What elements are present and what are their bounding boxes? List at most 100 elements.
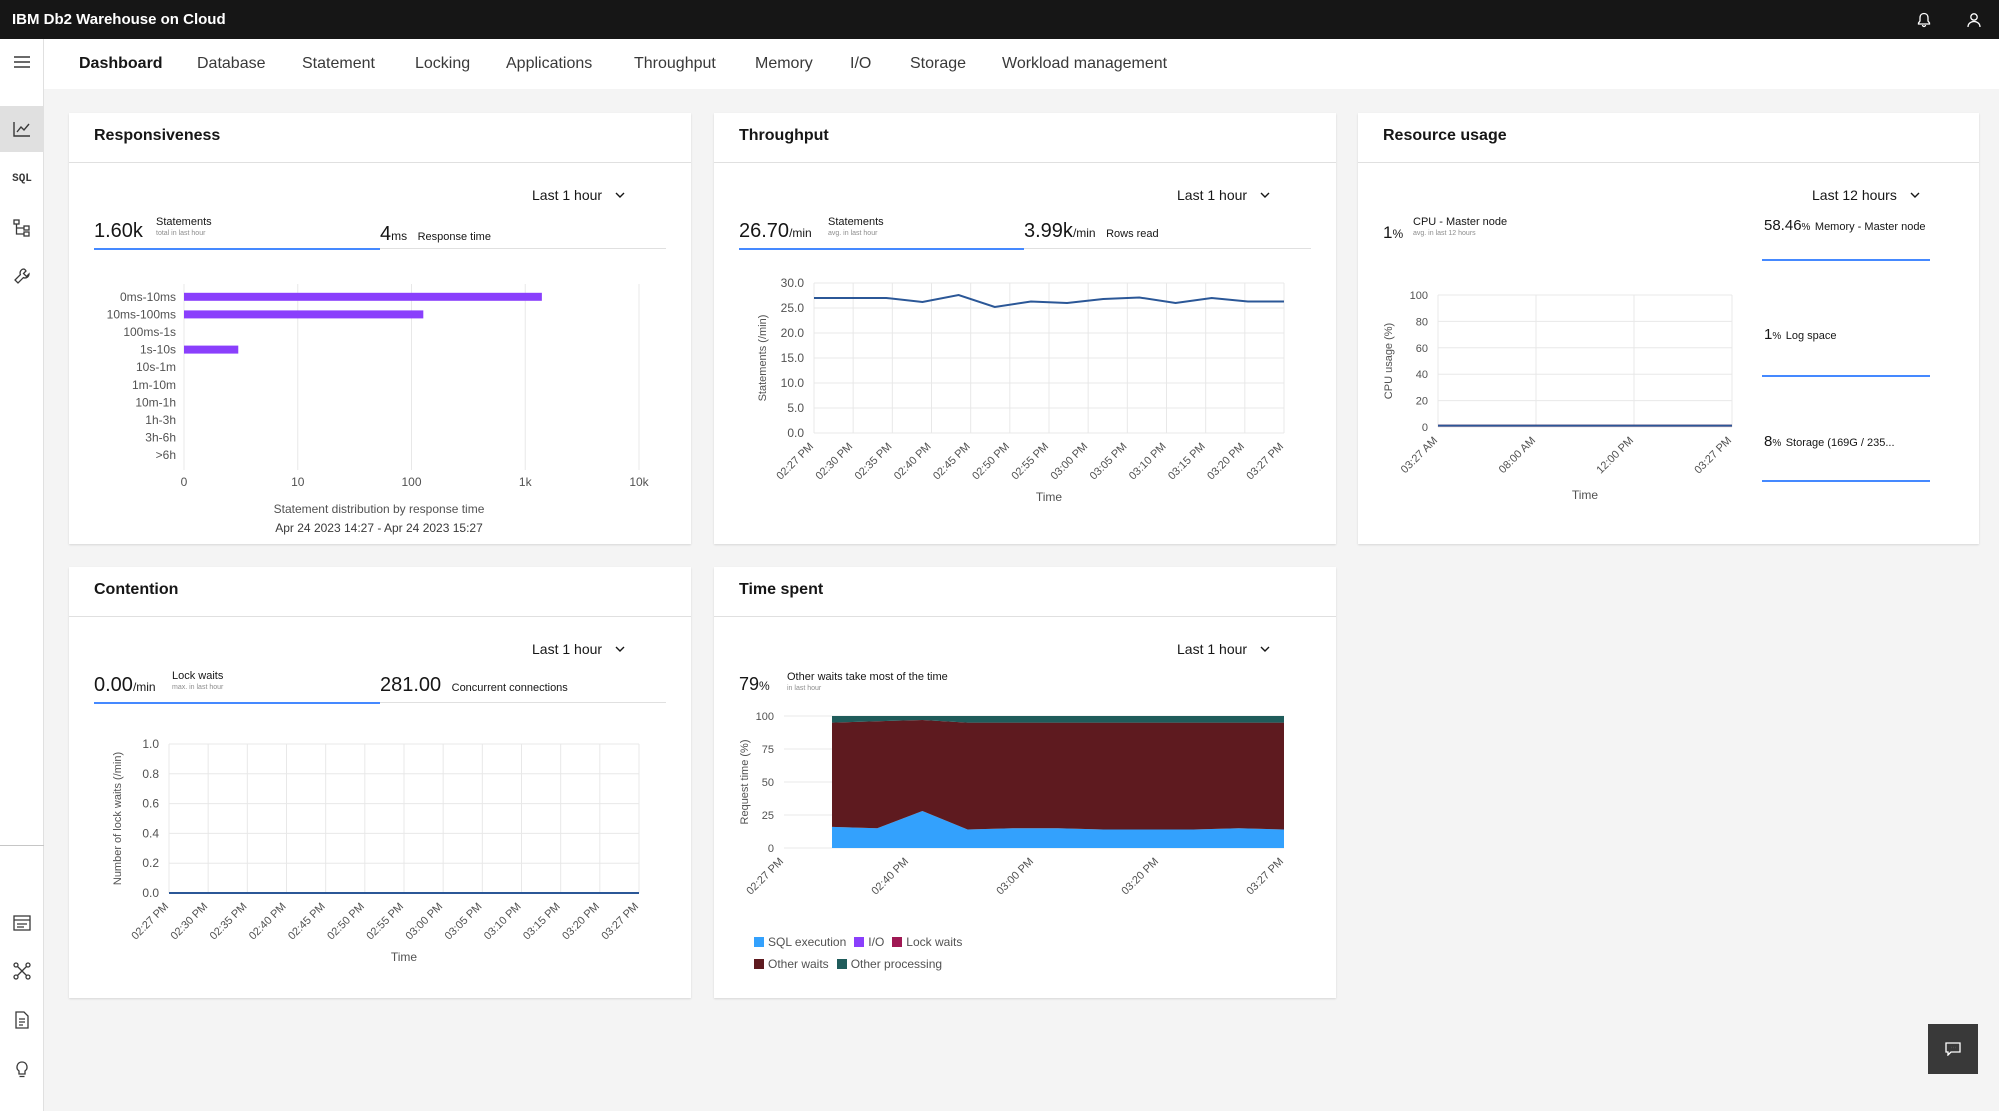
storage-bar <box>1762 480 1930 482</box>
bar <box>184 310 424 319</box>
legend-swatch <box>854 937 865 947</box>
tab-io[interactable]: I/O <box>850 55 872 72</box>
response-distribution-chart: 0 10 100 1k 10k 0ms-10ms 10ms-100ms 100ms-1s 1s-… <box>107 284 650 535</box>
time-spent-card: Time spent Last 1 hour 79% Other waits t… <box>714 567 1336 998</box>
y-tick-label: 0.0 <box>142 886 159 900</box>
y-tick-label: 5.0 <box>787 401 804 415</box>
lock-waits-label: Lock waits max. in last hour <box>172 670 224 692</box>
chart-icon[interactable] <box>0 106 44 152</box>
tab-dashboard[interactable]: Dashboard <box>79 55 163 72</box>
tab-applications[interactable]: Applications <box>506 55 593 72</box>
legend-item[interactable]: Other processing <box>836 957 943 971</box>
cpu-metric: 1% <box>1383 223 1404 242</box>
responsiveness-card: Responsiveness Last 1 hour 1.60k Stateme… <box>69 113 691 544</box>
legend-item[interactable]: Lock waits <box>892 935 962 949</box>
console-icon[interactable] <box>0 900 44 946</box>
x-tick-label: 03:20 PM <box>560 901 602 943</box>
x-tick-label: 03:27 PM <box>599 901 641 943</box>
time-range-select[interactable]: Last 12 hours <box>1812 187 1921 203</box>
legend-label: Other processing <box>850 957 943 971</box>
legend-swatch <box>754 937 764 947</box>
response-time-metric: 4ms Response time <box>380 223 491 245</box>
metric-underline <box>739 248 1024 250</box>
legend-label: SQL execution <box>768 935 847 949</box>
tab-statement[interactable]: Statement <box>302 55 375 72</box>
x-tick-label: 0 <box>181 475 188 489</box>
legend-item[interactable]: Other waits <box>754 957 829 971</box>
legend-label: Lock waits <box>906 935 963 949</box>
tab-memory[interactable]: Memory <box>755 55 813 72</box>
concurrent-connections-metric: 281.00 Concurrent connections <box>380 674 568 696</box>
sql-icon[interactable]: SQL <box>12 173 32 185</box>
x-tick-label: 03:05 PM <box>1088 441 1130 483</box>
time-range-select[interactable]: Last 1 hour <box>1177 641 1271 657</box>
time-range-select[interactable]: Last 1 hour <box>532 187 626 203</box>
y-tick-label: 1m-10m <box>132 378 176 392</box>
y-tick-label: 1.0 <box>142 737 159 751</box>
tab-workload-management[interactable]: Workload management <box>1002 55 1168 72</box>
statements-label: Statements avg. in last hour <box>828 216 884 238</box>
x-axis-label: Time <box>1036 490 1063 504</box>
y-tick-label: 0.2 <box>142 856 159 870</box>
legend-item[interactable]: I/O <box>854 935 884 949</box>
card-title: Contention <box>69 567 691 617</box>
log-space-metric: 1% Log space <box>1764 326 1837 343</box>
x-tick-label: 10 <box>291 475 305 489</box>
y-tick-label: 100 <box>1410 290 1428 302</box>
y-tick-label: 100ms-1s <box>123 325 176 339</box>
network-icon[interactable] <box>0 948 44 994</box>
document-icon[interactable] <box>0 997 44 1043</box>
feedback-button[interactable] <box>1928 1024 1978 1074</box>
y-tick-label: 10m-1h <box>135 395 176 409</box>
y-tick-label: 50 <box>762 777 774 789</box>
y-tick-label: 1h-3h <box>145 413 176 427</box>
area-series <box>832 719 1284 830</box>
statements-label: Statements total in last hour <box>156 216 212 238</box>
tab-storage[interactable]: Storage <box>910 55 967 72</box>
area-series <box>832 716 1284 723</box>
time-range-select[interactable]: Last 1 hour <box>532 641 626 657</box>
tab-throughput[interactable]: Throughput <box>634 55 716 72</box>
tab-database[interactable]: Database <box>197 55 266 72</box>
notification-icon[interactable] <box>1899 0 1949 39</box>
time-range-value: Last 1 hour <box>1177 641 1248 657</box>
legend-item[interactable]: SQL execution <box>754 935 846 949</box>
y-tick-label: 20 <box>1416 396 1428 408</box>
y-tick-label: 0 <box>768 843 774 855</box>
bar <box>184 345 239 354</box>
lightbulb-icon[interactable] <box>0 1047 44 1093</box>
x-tick-label: 02:27 PM <box>744 856 786 898</box>
y-tick-label: 25.0 <box>781 301 805 315</box>
menu-icon[interactable] <box>0 39 44 85</box>
metric-divider <box>380 702 666 703</box>
x-tick-label: 03:05 PM <box>443 901 485 943</box>
x-tick-label: 02:40 PM <box>869 856 911 898</box>
legend-label: I/O <box>868 935 885 949</box>
series-line <box>814 293 1284 309</box>
x-tick-label: 03:00 PM <box>994 856 1036 898</box>
wrench-icon[interactable] <box>0 253 44 299</box>
y-tick-label: 40 <box>1416 369 1428 381</box>
x-axis-label: Time <box>391 950 418 964</box>
x-tick-label: 02:55 PM <box>1009 441 1051 483</box>
user-icon[interactable] <box>1949 0 1999 39</box>
storage-metric: 8% Storage (169G / 235... <box>1764 433 1895 450</box>
top-bar: IBM Db2 Warehouse on Cloud <box>0 0 1999 39</box>
y-tick-label: 100 <box>756 711 774 723</box>
y-tick-label: >6h <box>156 448 176 462</box>
time-range-value: Last 1 hour <box>532 641 603 657</box>
metric-divider <box>1024 248 1311 249</box>
x-axis-label: Statement distribution by response time <box>274 502 485 516</box>
time-range-select[interactable]: Last 1 hour <box>1177 187 1271 203</box>
x-tick-label: 03:00 PM <box>1049 441 1091 483</box>
throughput-chart: 0.0 5.0 10.0 15.0 20.0 25.0 30.0 02:27 PM02:30 … <box>757 276 1286 504</box>
y-axis-label: CPU usage (%) <box>1383 323 1395 399</box>
chevron-down-icon <box>615 646 625 652</box>
y-tick-label: 0.8 <box>142 767 159 781</box>
y-axis-label: Statements (/min) <box>757 315 769 402</box>
schema-icon[interactable] <box>0 205 44 251</box>
time-spent-chart: 0 25 50 75 100 02:27 PM 02:40 PM 03:00 PM 03:20 … <box>739 711 1286 898</box>
tab-locking[interactable]: Locking <box>415 55 471 72</box>
x-tick-label: 03:15 PM <box>1166 441 1208 483</box>
